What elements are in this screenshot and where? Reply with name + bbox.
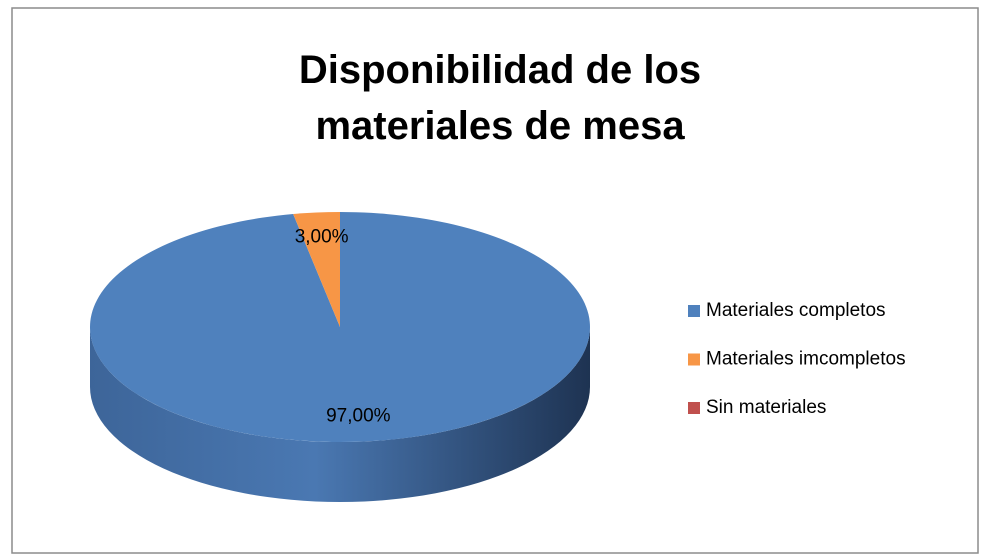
chart-title: Disponibilidad de los materiales de mesa <box>298 48 702 148</box>
pie-side <box>90 327 590 502</box>
legend-swatch <box>688 305 700 317</box>
pie-slice <box>90 211 591 442</box>
legend-swatch <box>688 353 700 366</box>
data-label: 97,00% <box>326 405 391 426</box>
legend-swatch <box>688 402 700 414</box>
data-label: 3,00% <box>295 227 349 248</box>
legend-label: Materiales completos <box>706 300 886 321</box>
pie-slice <box>293 212 340 327</box>
legend-label: Materiales imcompletos <box>706 349 906 370</box>
legend-label: Sin materiales <box>706 397 826 418</box>
